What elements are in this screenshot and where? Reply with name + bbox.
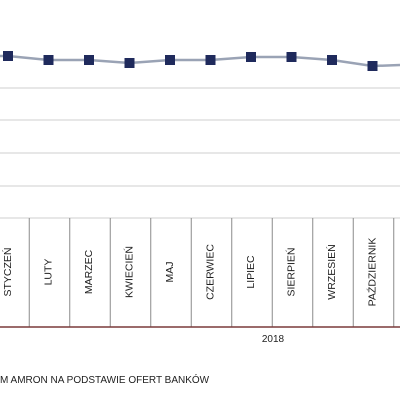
data-point-3	[84, 55, 94, 65]
category-label: CZERWIEC	[204, 244, 216, 300]
category-label: WRZESIEŃ	[325, 244, 338, 299]
series-path	[0, 54, 400, 68]
year-label: 2018	[262, 334, 285, 345]
category-label: LIPIEC	[245, 255, 257, 289]
data-point-6	[205, 55, 216, 65]
series-line	[0, 54, 400, 68]
data-point-8	[286, 52, 297, 62]
data-point-5	[165, 55, 175, 65]
data-point-7	[246, 52, 256, 62]
data-point-4	[124, 58, 135, 68]
category-label: SIERPIEŃ	[284, 247, 297, 296]
data-point-10	[367, 61, 378, 71]
category-label: LUTY	[42, 259, 54, 286]
category-label: MARZEC	[83, 249, 95, 294]
data-point-9	[327, 55, 337, 65]
data-point-1	[3, 51, 13, 61]
category-label: STYCZEŃ	[1, 247, 14, 296]
category-label: KWIECIEŃ	[122, 246, 135, 298]
category-label: PAŹDZIERNIK	[365, 238, 378, 307]
category-label: MAJ	[164, 262, 176, 283]
data-point-2	[43, 55, 54, 65]
source-note: M AMRON NA PODSTAWIE OFERT BANKÓW	[0, 373, 210, 386]
category-separators	[28, 218, 395, 327]
grid-lines	[0, 87, 400, 219]
data-markers	[3, 51, 378, 71]
category-labels: STYCZEŃ LUTY MARZEC KWIECIEŃ MAJ CZERWIEC LIPI…	[1, 238, 379, 307]
